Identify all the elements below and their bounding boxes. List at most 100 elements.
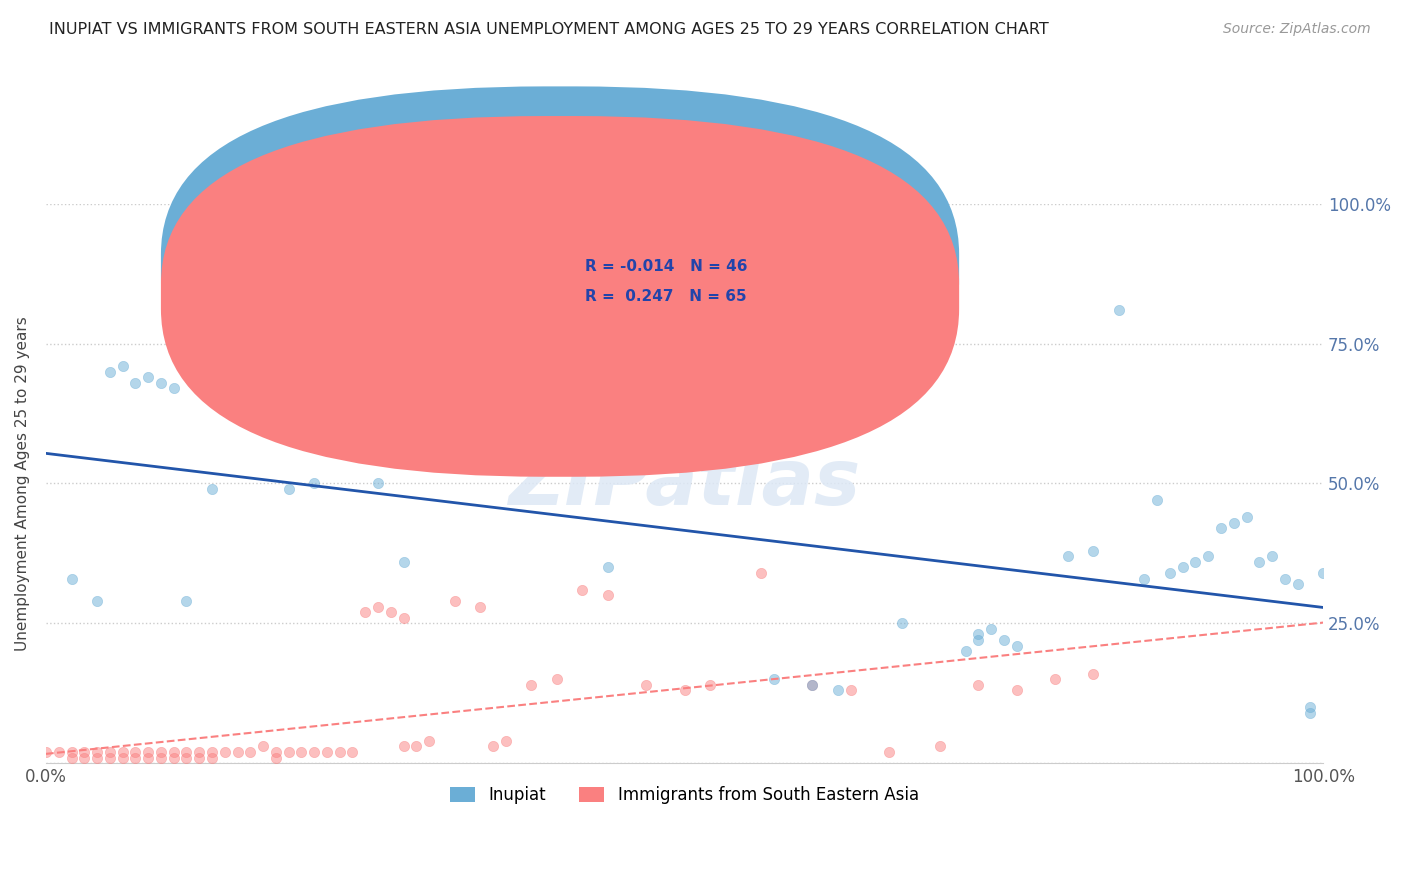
Point (839, 683, 862, 698)
Point (1133, 572, 1156, 586)
Point (1209, 521, 1232, 535)
Text: R =  0.247   N = 65: R = 0.247 N = 65 (585, 289, 747, 303)
Point (520, 678, 543, 692)
Point (1249, 555, 1271, 569)
Point (86, 750, 108, 764)
Point (73, 750, 96, 764)
Point (302, 745, 325, 759)
Point (214, 745, 236, 759)
Point (482, 739, 505, 754)
Point (111, 745, 134, 759)
Point (1108, 303, 1130, 318)
Point (354, 605, 377, 619)
Point (993, 633, 1015, 648)
Point (124, 745, 146, 759)
Point (955, 644, 977, 658)
Point (342, 745, 364, 759)
Point (495, 733, 517, 747)
Point (60, 750, 83, 764)
Point (124, 376, 146, 390)
Point (136, 370, 159, 384)
Point (636, 678, 658, 692)
FancyBboxPatch shape (160, 116, 959, 476)
Point (596, 560, 619, 574)
Point (201, 745, 224, 759)
Point (264, 745, 287, 759)
Point (967, 633, 990, 648)
Point (762, 672, 785, 686)
Point (1184, 555, 1206, 569)
Point (163, 381, 186, 395)
Point (176, 750, 198, 764)
Point (188, 745, 211, 759)
Point (277, 745, 299, 759)
Point (226, 745, 249, 759)
Point (1083, 543, 1105, 558)
Text: Source: ZipAtlas.com: Source: ZipAtlas.com (1223, 22, 1371, 37)
Point (1159, 566, 1181, 580)
Point (801, 678, 824, 692)
Legend: Inupiat, Immigrants from South Eastern Asia: Inupiat, Immigrants from South Eastern A… (443, 780, 925, 811)
Point (1146, 493, 1168, 508)
Point (73, 745, 96, 759)
Point (98, 750, 121, 764)
Point (749, 566, 772, 580)
Point (201, 482, 224, 496)
Point (60, 572, 83, 586)
Point (470, 599, 492, 614)
Point (1261, 549, 1284, 564)
Point (827, 683, 849, 698)
Point (86, 745, 108, 759)
Point (316, 745, 339, 759)
Point (367, 599, 389, 614)
Point (596, 588, 619, 602)
Point (571, 582, 593, 597)
Point (163, 750, 186, 764)
Point (929, 739, 952, 754)
Point (176, 594, 198, 608)
Point (329, 745, 352, 759)
FancyBboxPatch shape (160, 87, 959, 447)
Point (392, 555, 415, 569)
Point (252, 739, 274, 754)
Point (290, 745, 312, 759)
Point (967, 678, 990, 692)
Point (264, 750, 287, 764)
Point (967, 627, 990, 641)
Point (239, 745, 262, 759)
Point (111, 359, 134, 373)
Point (1043, 672, 1066, 686)
Point (1286, 577, 1309, 591)
Point (1197, 549, 1219, 564)
Point (546, 672, 568, 686)
Point (877, 745, 900, 759)
Point (149, 745, 172, 759)
Point (277, 482, 299, 496)
Point (1056, 549, 1078, 564)
Point (418, 733, 440, 747)
Point (149, 376, 172, 390)
Point (163, 745, 186, 759)
Point (1299, 700, 1322, 714)
Y-axis label: Unemployment Among Ages 25 to 29 years: Unemployment Among Ages 25 to 29 years (15, 316, 30, 651)
Point (367, 476, 389, 491)
Point (980, 622, 1002, 636)
Point (48, 745, 70, 759)
Point (111, 750, 134, 764)
Point (1299, 706, 1322, 720)
Point (443, 594, 465, 608)
Point (35, 745, 58, 759)
FancyBboxPatch shape (519, 237, 825, 321)
Point (60, 745, 83, 759)
Point (176, 745, 198, 759)
Point (673, 683, 696, 698)
Point (136, 745, 159, 759)
Point (1236, 510, 1258, 524)
Point (1312, 566, 1334, 580)
Point (201, 750, 224, 764)
Point (136, 750, 159, 764)
Point (699, 678, 721, 692)
Point (98, 365, 121, 379)
Point (252, 365, 274, 379)
Point (1171, 560, 1194, 574)
